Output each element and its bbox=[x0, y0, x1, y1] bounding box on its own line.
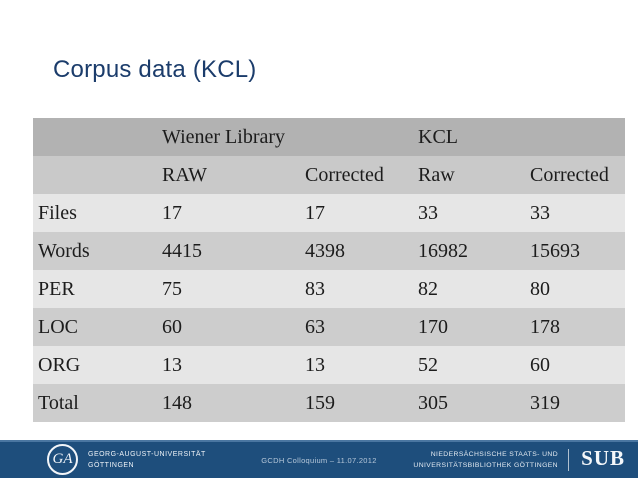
table-cell: 319 bbox=[530, 391, 560, 414]
table-cell: 83 bbox=[305, 277, 325, 300]
table-cell: 13 bbox=[305, 353, 325, 376]
table-cell: 80 bbox=[530, 277, 550, 300]
col-header-raw-wiener: RAW bbox=[157, 156, 300, 194]
table-cell: 13 bbox=[162, 353, 182, 376]
table-cell: 60 bbox=[530, 353, 550, 376]
table-cell: 75 bbox=[162, 277, 182, 300]
row-label: Files bbox=[38, 201, 77, 224]
row-label: Words bbox=[38, 239, 90, 262]
table-cell: 33 bbox=[418, 201, 438, 224]
col-header-empty bbox=[33, 156, 157, 194]
table-cell: 4415 bbox=[162, 239, 202, 262]
table-cell: 17 bbox=[305, 201, 325, 224]
group-header-spacer bbox=[525, 118, 625, 156]
group-header-empty bbox=[33, 118, 157, 156]
corpus-data-table: Wiener Library KCL RAW Corrected Raw Cor… bbox=[33, 118, 625, 422]
table-column-header-row: RAW Corrected Raw Corrected bbox=[33, 156, 625, 194]
table-row: Words 4415 4398 16982 15693 bbox=[33, 232, 625, 270]
col-header-corrected-wiener: Corrected bbox=[300, 156, 413, 194]
table-cell: 148 bbox=[162, 391, 192, 414]
table-row: ORG 13 13 52 60 bbox=[33, 346, 625, 384]
footer-bar: GA GEORG-AUGUST-UNIVERSITÄT GÖTTINGEN GC… bbox=[0, 440, 638, 478]
table-cell: 82 bbox=[418, 277, 438, 300]
university-seal-logo-icon: GA bbox=[47, 444, 78, 475]
university-name-line1: GEORG-AUGUST-UNIVERSITÄT bbox=[88, 451, 206, 458]
library-name: NIEDERSÄCHSISCHE STAATS- UND UNIVERSITÄT… bbox=[413, 450, 558, 472]
table-cell: 178 bbox=[530, 315, 560, 338]
table-row: PER 75 83 82 80 bbox=[33, 270, 625, 308]
table-cell: 17 bbox=[162, 201, 182, 224]
group-header-spacer bbox=[300, 118, 413, 156]
col-header-raw-kcl: Raw bbox=[413, 156, 525, 194]
footer-divider bbox=[568, 449, 569, 471]
presentation-footer-text: GCDH Colloquium – 11.07.2012 bbox=[261, 456, 377, 465]
sub-logo: SUB bbox=[581, 446, 625, 470]
row-label: ORG bbox=[38, 353, 81, 376]
row-label: PER bbox=[38, 277, 75, 300]
university-name: GEORG-AUGUST-UNIVERSITÄT GÖTTINGEN bbox=[88, 449, 206, 471]
group-header-kcl: KCL bbox=[413, 118, 525, 156]
library-name-line1: NIEDERSÄCHSISCHE STAATS- UND bbox=[430, 451, 558, 458]
table-row: LOC 60 63 170 178 bbox=[33, 308, 625, 346]
table-cell: 60 bbox=[162, 315, 182, 338]
library-name-line2: UNIVERSITÄTSBIBLIOTHEK GÖTTINGEN bbox=[413, 461, 558, 469]
table-group-header-row: Wiener Library KCL bbox=[33, 118, 625, 156]
table-row: Total 148 159 305 319 bbox=[33, 384, 625, 422]
table-cell: 52 bbox=[418, 353, 438, 376]
page-title: Corpus data (KCL) bbox=[53, 56, 257, 83]
table-cell: 63 bbox=[305, 315, 325, 338]
table-cell: 170 bbox=[418, 315, 448, 338]
row-label: Total bbox=[38, 391, 79, 414]
table-cell: 305 bbox=[418, 391, 448, 414]
table-cell: 33 bbox=[530, 201, 550, 224]
university-name-line2: GÖTTINGEN bbox=[88, 462, 135, 470]
table-cell: 4398 bbox=[305, 239, 345, 262]
table-cell: 16982 bbox=[418, 239, 468, 262]
group-header-wiener-library: Wiener Library bbox=[157, 118, 300, 156]
row-label: LOC bbox=[38, 315, 78, 338]
table-cell: 159 bbox=[305, 391, 335, 414]
table-cell: 15693 bbox=[530, 239, 580, 262]
table-row: Files 17 17 33 33 bbox=[33, 194, 625, 232]
col-header-corrected-kcl: Corrected bbox=[525, 156, 625, 194]
